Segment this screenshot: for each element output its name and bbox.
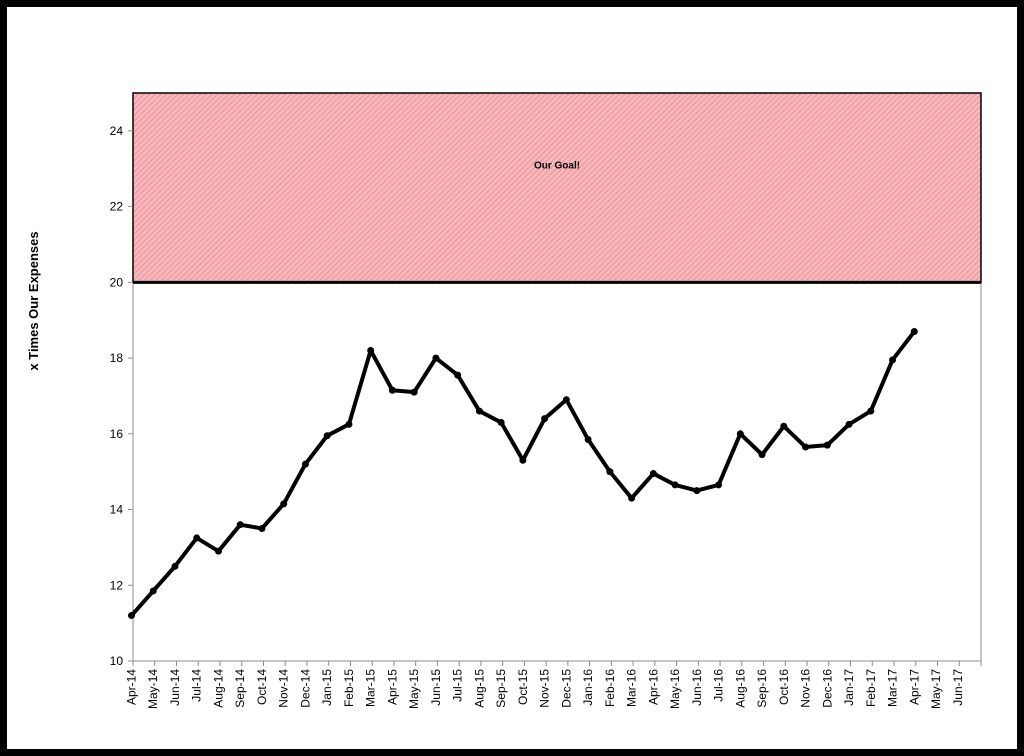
x-tick-label: May-17 bbox=[929, 669, 943, 709]
x-tick-label: Feb-15 bbox=[342, 669, 356, 707]
data-point bbox=[280, 500, 288, 508]
x-tick-label: Apr-17 bbox=[907, 669, 921, 705]
y-tick-label: 24 bbox=[110, 124, 124, 138]
x-tick-label: Oct-16 bbox=[777, 669, 791, 705]
data-point bbox=[301, 460, 309, 468]
data-point bbox=[519, 456, 527, 464]
data-point bbox=[584, 435, 592, 443]
data-point bbox=[432, 354, 440, 362]
x-tick-label: Nov-15 bbox=[538, 669, 552, 708]
data-point bbox=[345, 420, 353, 428]
y-tick-label: 10 bbox=[110, 654, 124, 668]
x-tick-label: Jul-14 bbox=[190, 669, 204, 702]
x-tick-label: Apr-15 bbox=[385, 669, 399, 705]
x-tick-label: Sep-16 bbox=[755, 669, 769, 708]
data-point bbox=[454, 371, 462, 379]
data-point bbox=[128, 612, 135, 620]
data-point bbox=[693, 487, 701, 495]
x-tick-label: Aug-15 bbox=[472, 669, 486, 708]
x-tick-label: Oct-15 bbox=[516, 669, 530, 705]
data-point bbox=[236, 521, 244, 529]
y-tick-label: 18 bbox=[110, 351, 124, 365]
x-tick-label: Dec-14 bbox=[298, 669, 312, 708]
x-tick-label: Jan-16 bbox=[581, 669, 595, 706]
x-tick-label: May-14 bbox=[146, 669, 160, 709]
y-tick-label: 20 bbox=[110, 275, 124, 289]
x-tick-label: Sep-14 bbox=[233, 669, 247, 708]
data-point bbox=[388, 386, 396, 394]
data-point bbox=[758, 451, 766, 459]
data-point bbox=[780, 422, 788, 430]
x-tick-label: Mar-17 bbox=[886, 669, 900, 707]
x-tick-label: Aug-14 bbox=[211, 669, 225, 708]
x-tick-label: May-15 bbox=[407, 669, 421, 709]
x-tick-label: Feb-16 bbox=[603, 669, 617, 707]
data-point bbox=[367, 346, 375, 354]
x-tick-label: May-16 bbox=[668, 669, 682, 709]
x-tick-label: Jan-17 bbox=[842, 669, 856, 706]
data-point bbox=[323, 432, 331, 440]
data-point bbox=[193, 534, 201, 542]
data-point bbox=[910, 328, 918, 336]
x-tick-label: Jun-15 bbox=[429, 669, 443, 706]
x-tick-label: Mar-16 bbox=[625, 669, 639, 707]
goal-band-label: Our Goal! bbox=[534, 161, 580, 172]
x-tick-label: Jun-16 bbox=[690, 669, 704, 706]
x-tick-label: Jun-14 bbox=[168, 669, 182, 706]
y-tick-label: 14 bbox=[110, 503, 124, 517]
data-point bbox=[149, 587, 157, 595]
x-tick-label: Sep-15 bbox=[494, 669, 508, 708]
x-tick-label: Nov-14 bbox=[277, 669, 291, 708]
x-tick-label: Jul-15 bbox=[451, 669, 465, 702]
x-tick-label: Jul-16 bbox=[712, 669, 726, 702]
data-point bbox=[410, 388, 418, 396]
data-point bbox=[258, 524, 266, 532]
x-tick-label: Jun-17 bbox=[951, 669, 965, 706]
y-tick-label: 16 bbox=[110, 427, 124, 441]
data-point bbox=[715, 481, 723, 489]
data-point bbox=[475, 407, 483, 415]
data-point bbox=[671, 481, 679, 489]
x-tick-label: Apr-14 bbox=[125, 669, 139, 705]
data-point bbox=[845, 420, 853, 428]
data-point bbox=[562, 396, 570, 404]
x-tick-label: Feb-17 bbox=[864, 669, 878, 707]
data-point bbox=[649, 470, 657, 478]
data-point bbox=[541, 415, 549, 423]
x-tick-label: Dec-15 bbox=[559, 669, 573, 708]
data-point bbox=[497, 418, 505, 426]
x-tick-label: Aug-16 bbox=[733, 669, 747, 708]
data-point bbox=[214, 547, 222, 555]
data-point bbox=[889, 356, 897, 364]
y-axis-title: x Times Our Expenses bbox=[26, 231, 41, 370]
y-tick-label: 22 bbox=[110, 200, 124, 214]
data-point bbox=[867, 407, 875, 415]
data-point bbox=[171, 562, 179, 570]
goal-band bbox=[132, 92, 982, 284]
y-tick-label: 12 bbox=[110, 578, 124, 592]
x-tick-label: Nov-16 bbox=[799, 669, 813, 708]
data-point bbox=[606, 468, 614, 476]
data-point bbox=[823, 441, 831, 449]
x-tick-label: Mar-15 bbox=[364, 669, 378, 707]
data-point bbox=[628, 494, 636, 502]
data-point bbox=[802, 443, 810, 451]
x-tick-label: Dec-16 bbox=[820, 669, 834, 708]
x-tick-label: Oct-14 bbox=[255, 669, 269, 705]
x-tick-label: Jan-15 bbox=[320, 669, 334, 706]
data-point bbox=[736, 430, 744, 438]
x-tick-label: Apr-16 bbox=[646, 669, 660, 705]
